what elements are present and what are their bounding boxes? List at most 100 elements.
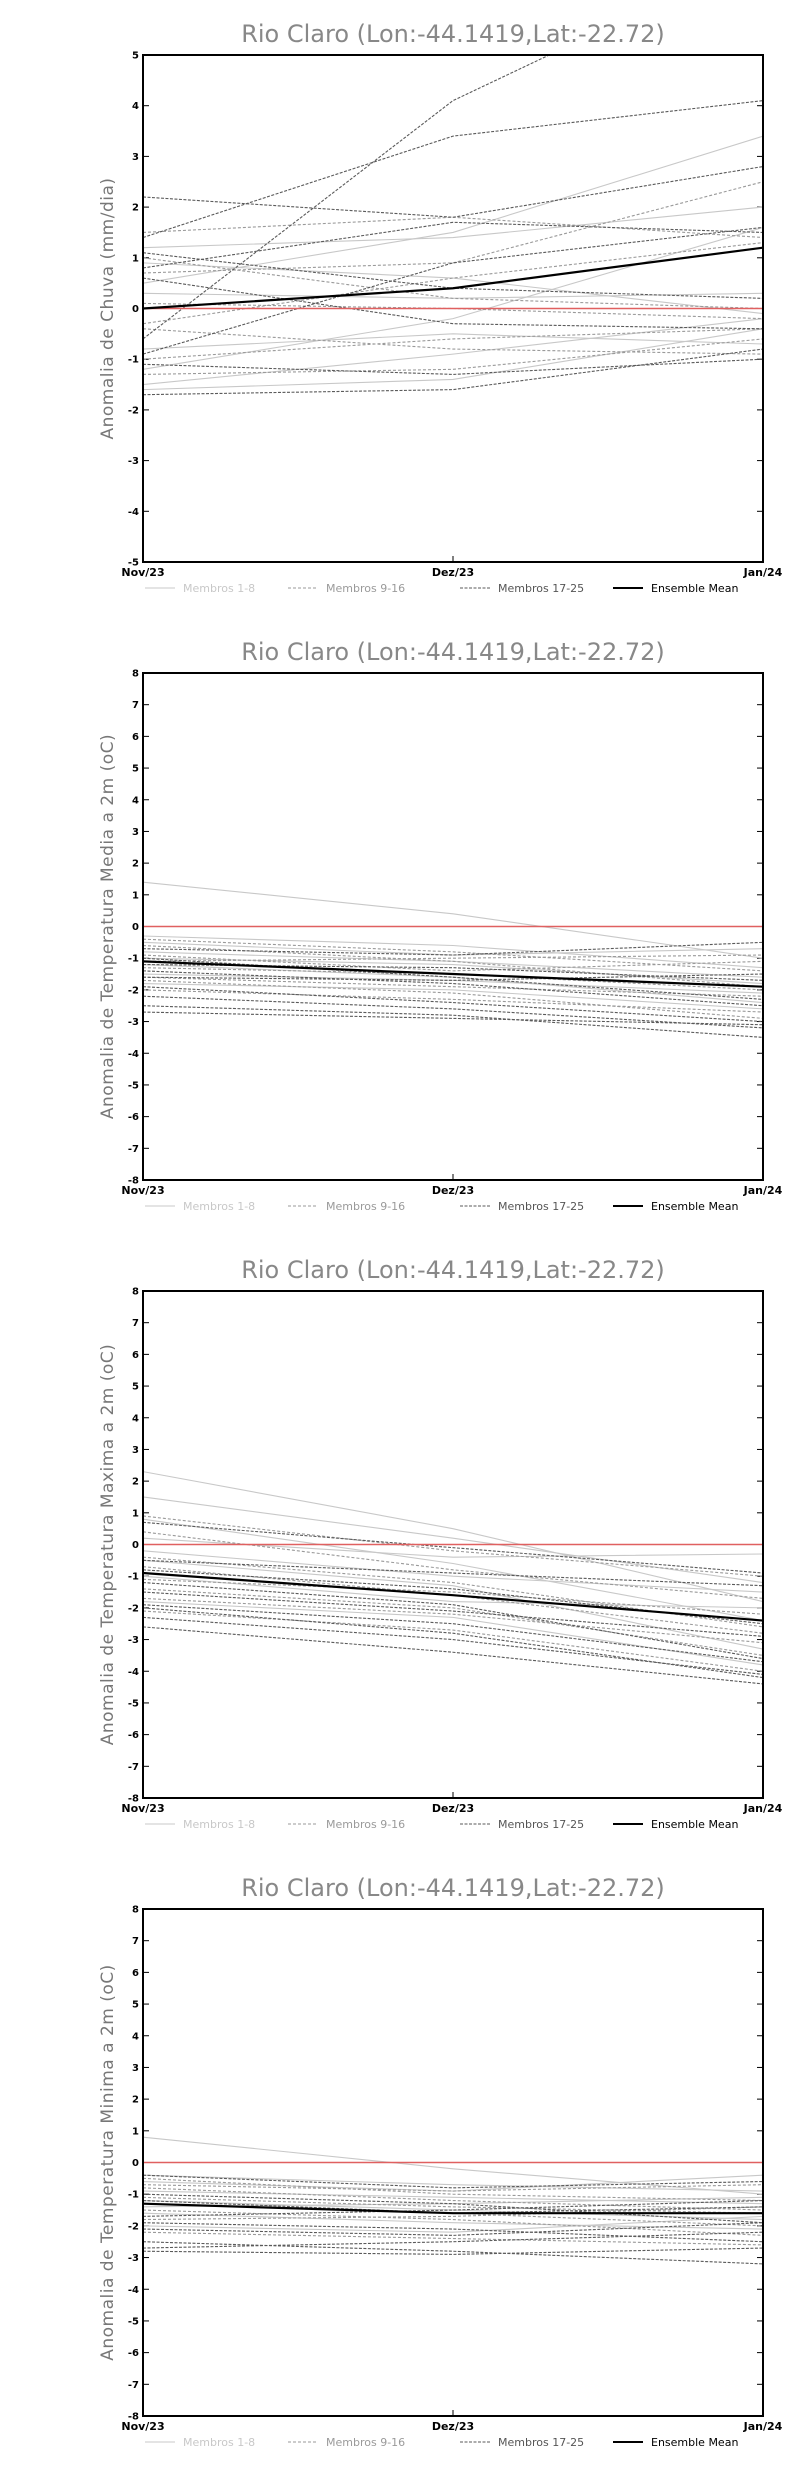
- series-line-g1: [143, 973, 763, 994]
- chart-title: Rio Claro (Lon:-44.1419,Lat:-22.72): [241, 638, 665, 666]
- series-line-g3: [143, 1521, 763, 1574]
- x-tick-label: Dez/23: [432, 566, 474, 579]
- series-line-g2: [143, 302, 763, 320]
- series-line-g2: [143, 338, 763, 375]
- y-tick-label: -3: [128, 1017, 139, 1028]
- series-line-g3: [143, 1559, 763, 1587]
- legend-label-g1: Membros 1-8: [183, 1200, 255, 1213]
- y-tick-label: 3: [132, 152, 139, 163]
- chart-panel-temperatura-maxima: Rio Claro (Lon:-44.1419,Lat:-22.72) Anoma…: [0, 1236, 800, 1854]
- y-axis-label: Anomalia de Temperatura Media a 2m (oC): [98, 734, 118, 1119]
- y-tick-label: 2: [132, 859, 139, 870]
- chart-title: Rio Claro (Lon:-44.1419,Lat:-22.72): [241, 20, 665, 48]
- series-line-g3: [143, 1604, 763, 1663]
- y-tick-label: -6: [128, 1730, 139, 1741]
- y-tick-label: -8: [128, 2412, 139, 2423]
- legend-label-g3: Membros 17-25: [498, 1818, 584, 1831]
- series-line-g3: [143, 2241, 763, 2265]
- series-line-g2: [143, 257, 763, 310]
- series-line-g2: [143, 944, 763, 988]
- y-tick-label: 4: [132, 795, 139, 806]
- y-tick-label: -4: [128, 1667, 139, 1678]
- series-line-g2: [143, 938, 763, 972]
- y-tick-label: 1: [132, 2126, 139, 2137]
- series-line-g1: [143, 2199, 763, 2221]
- series-line-g1: [143, 2215, 763, 2233]
- series-line-g2: [143, 328, 763, 360]
- series-line-g2: [143, 2187, 763, 2211]
- legend-label-mean: Ensemble Mean: [651, 2436, 738, 2449]
- series-line-g2: [143, 216, 763, 239]
- series-line-g2: [143, 976, 763, 997]
- series-line-g3: [143, 277, 763, 330]
- y-tick-label: -1: [128, 355, 139, 366]
- series-line-ensemble-mean: [143, 960, 763, 988]
- series-line-g2: [143, 2231, 763, 2246]
- series-line-g1: [143, 941, 763, 956]
- series-line-g1: [143, 318, 763, 386]
- legend-label-g1: Membros 1-8: [183, 2436, 255, 2449]
- series-line-g3: [143, 1607, 763, 1679]
- series-line-g1: [143, 2174, 763, 2192]
- series-group: [143, 881, 763, 1038]
- y-tick-label: 7: [132, 700, 139, 711]
- y-tick-label: -1: [128, 1572, 139, 1583]
- series-line-g3: [143, 1626, 763, 1685]
- series-line-g3: [143, 100, 763, 239]
- y-tick-label: -2: [128, 405, 139, 416]
- y-tick-label: -1: [128, 2190, 139, 2201]
- y-tick-label: 5: [132, 51, 139, 62]
- y-tick-label: 3: [132, 827, 139, 838]
- series-line-g2: [143, 1531, 763, 1599]
- series-line-g1: [143, 1496, 763, 1584]
- series-line-g1: [143, 262, 763, 315]
- plot-frame: [142, 672, 764, 1181]
- series-line-g3: [143, 941, 763, 956]
- series-line-g2: [143, 242, 763, 325]
- series-group: [143, 2136, 763, 2265]
- y-tick-label: -5: [128, 558, 139, 569]
- y-tick-label: -7: [128, 2380, 139, 2391]
- legend-label-g2: Membros 9-16: [326, 582, 405, 595]
- series-line-g3: [143, 2222, 763, 2236]
- y-tick-label: 1: [132, 253, 139, 264]
- series-line-g2: [143, 2209, 763, 2236]
- legend-label-g1: Membros 1-8: [183, 1818, 255, 1831]
- series-line-ensemble-mean: [143, 1571, 763, 1622]
- legend-label-g3: Membros 17-25: [498, 2436, 584, 2449]
- y-tick-label: -5: [128, 1080, 139, 1091]
- legend-label-g3: Membros 17-25: [498, 1200, 584, 1213]
- series-line-g1: [143, 328, 763, 391]
- y-tick-label: 7: [132, 1936, 139, 1947]
- series-line-g1: [143, 957, 763, 985]
- series-line-g3: [143, 986, 763, 1023]
- y-tick-label: 6: [132, 732, 139, 743]
- y-tick-label: -2: [128, 1603, 139, 1614]
- series-line-g2: [143, 1515, 763, 1577]
- chart-title: Rio Claro (Lon:-44.1419,Lat:-22.72): [241, 1256, 665, 1284]
- legend-label-g2: Membros 9-16: [326, 2436, 405, 2449]
- chart-panel-temperatura-media: Rio Claro (Lon:-44.1419,Lat:-22.72) Anoma…: [0, 618, 800, 1236]
- series-line-g2: [143, 2196, 763, 2214]
- y-tick-label: 1: [132, 1508, 139, 1519]
- series-line-ensemble-mean: [143, 246, 763, 310]
- y-tick-label: -1: [128, 954, 139, 965]
- series-line-g3: [143, 1591, 763, 1637]
- chart-svg: Rio Claro (Lon:-44.1419,Lat:-22.72) Anoma…: [98, 1874, 783, 2449]
- y-tick-label: -4: [128, 2285, 139, 2296]
- y-tick-label: 5: [132, 1382, 139, 1393]
- series-line-g1: [143, 333, 763, 350]
- y-tick-label: -4: [128, 507, 139, 518]
- series-line-g3: [143, 165, 763, 218]
- series-line-g1: [143, 226, 763, 370]
- series-line-g1: [143, 1471, 763, 1603]
- series-line-g1: [143, 2190, 763, 2205]
- y-tick-label: -3: [128, 1635, 139, 1646]
- series-line-g1: [143, 1575, 763, 1609]
- series-line-g3: [143, 226, 763, 355]
- series-line-g3: [143, 2231, 763, 2249]
- y-tick-label: -6: [128, 2348, 139, 2359]
- chart-title: Rio Claro (Lon:-44.1419,Lat:-22.72): [241, 1874, 665, 1902]
- x-tick-label: Nov/23: [121, 2420, 164, 2433]
- y-tick-label: 0: [132, 1540, 139, 1551]
